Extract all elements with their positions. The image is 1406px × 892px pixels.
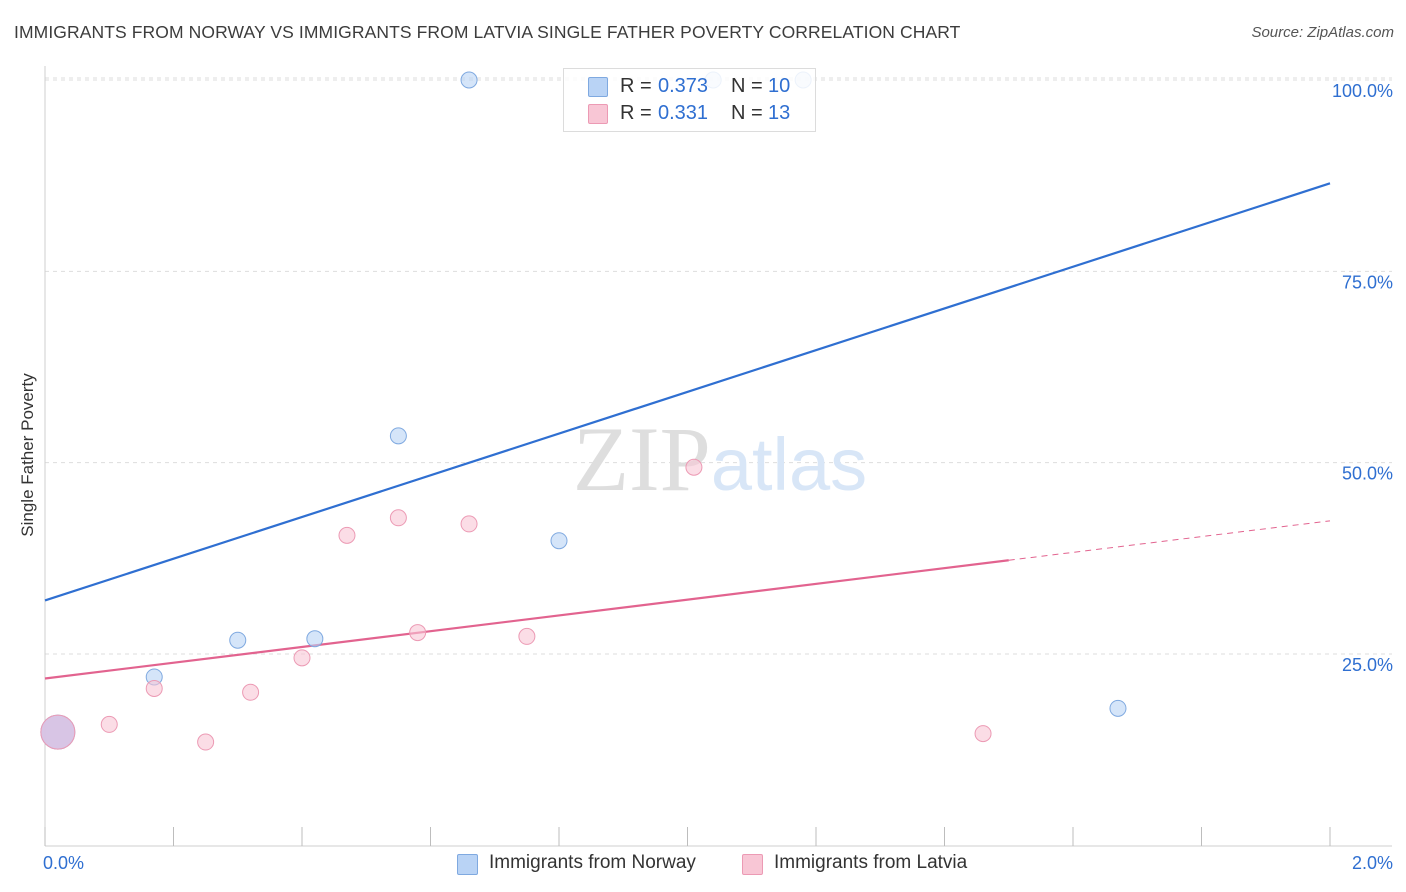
data-points <box>40 71 1127 751</box>
latvia-point <box>100 715 118 733</box>
latvia-legend-label: Immigrants from Latvia <box>774 852 968 873</box>
norway-point <box>460 71 478 89</box>
watermark: ZIPatlas <box>573 408 867 510</box>
latvia-swatch <box>588 104 608 124</box>
norway-n-value: 10 <box>768 75 791 97</box>
latvia-r-label: R = <box>620 102 652 124</box>
latvia-point <box>145 679 163 697</box>
y-tick-label: 75.0% <box>1342 272 1393 292</box>
latvia-point <box>460 515 478 533</box>
latvia-point <box>197 733 215 751</box>
latvia-r-value: 0.331 <box>658 102 709 124</box>
norway-point <box>389 427 407 445</box>
latvia-point <box>518 627 536 645</box>
x-tick-label: 0.0% <box>43 853 84 873</box>
norway-r-label: R = <box>620 75 652 97</box>
latvia-point <box>389 509 407 527</box>
latvia-point <box>293 649 311 667</box>
norway-point <box>1109 699 1127 717</box>
y-tick-label: 100.0% <box>1332 81 1393 101</box>
watermark-zip: ZIP <box>573 408 711 510</box>
axes <box>44 66 1392 847</box>
norway-legend-label: Immigrants from Norway <box>489 852 696 873</box>
y-tick-label: 50.0% <box>1342 464 1393 484</box>
norway-point <box>550 532 568 550</box>
latvia-legend-swatch <box>742 854 763 875</box>
latvia-point <box>685 458 703 476</box>
latvia-n-label: N = <box>731 102 763 124</box>
trend-line-latvia <box>44 559 1009 680</box>
latvia-point <box>974 725 992 743</box>
latvia-n-value: 13 <box>768 102 791 124</box>
latvia-point <box>338 526 356 544</box>
norway-swatch <box>588 77 608 97</box>
latvia-point <box>409 624 427 642</box>
norway-legend-swatch <box>457 854 478 875</box>
gridlines <box>45 77 1392 655</box>
watermark-atlas: atlas <box>711 423 867 506</box>
trend-line-norway <box>44 182 1331 602</box>
latvia-point <box>40 714 76 750</box>
norway-point <box>306 630 324 648</box>
trend-line-extension-latvia <box>1008 520 1331 561</box>
source-label: Source: ZipAtlas.com <box>1251 24 1394 41</box>
norway-n-label: N = <box>731 75 763 97</box>
chart-title: IMMIGRANTS FROM NORWAY VS IMMIGRANTS FRO… <box>14 22 961 42</box>
y-tick-label: 25.0% <box>1342 655 1393 675</box>
latvia-point <box>242 683 260 701</box>
tick-labels: 25.0% 50.0% 75.0% 100.0% 0.0% 2.0% <box>43 81 1393 873</box>
stats-legend: R = 0.373 N = 10 R = 0.331 N = 13 <box>563 68 816 132</box>
norway-point <box>229 631 247 649</box>
norway-r-value: 0.373 <box>658 75 709 97</box>
trend-lines <box>44 182 1331 680</box>
x-tick-label: 2.0% <box>1352 853 1393 873</box>
